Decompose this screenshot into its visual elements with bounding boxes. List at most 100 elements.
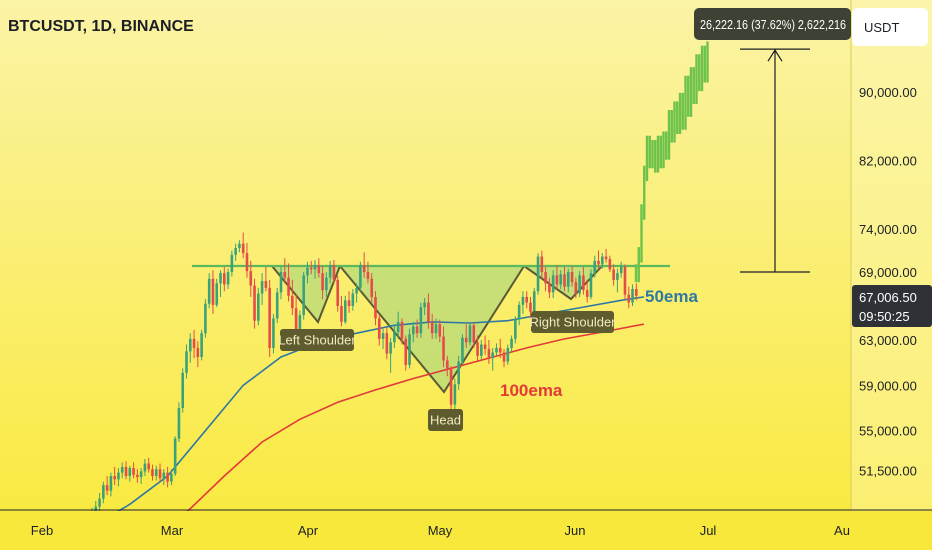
candle[interactable] xyxy=(582,266,585,295)
candle[interactable] xyxy=(570,266,574,287)
candle[interactable] xyxy=(226,268,230,289)
candle[interactable] xyxy=(162,469,166,486)
candle[interactable] xyxy=(480,340,483,360)
candle[interactable] xyxy=(563,266,566,292)
candle[interactable] xyxy=(464,324,468,348)
candle[interactable] xyxy=(113,466,116,486)
candle[interactable] xyxy=(287,263,290,302)
candle[interactable] xyxy=(566,268,570,293)
candle[interactable] xyxy=(102,481,105,504)
current-price-tag[interactable] xyxy=(852,285,932,327)
candle[interactable] xyxy=(536,253,540,295)
candle[interactable] xyxy=(366,261,370,284)
currency-button[interactable] xyxy=(852,8,928,46)
candle[interactable] xyxy=(245,242,249,278)
candle[interactable] xyxy=(619,261,623,278)
candle[interactable] xyxy=(355,283,358,303)
candle[interactable] xyxy=(328,260,332,284)
candle[interactable] xyxy=(532,287,536,316)
candle[interactable] xyxy=(449,366,453,413)
candle[interactable] xyxy=(139,468,143,484)
candle[interactable] xyxy=(362,252,366,278)
candle[interactable] xyxy=(559,270,563,289)
candle[interactable] xyxy=(200,329,203,361)
candle[interactable] xyxy=(192,329,196,359)
candle[interactable] xyxy=(631,284,634,306)
candle[interactable] xyxy=(177,402,181,442)
candle[interactable] xyxy=(529,296,532,319)
candle[interactable] xyxy=(128,465,132,482)
candle[interactable] xyxy=(396,311,400,339)
candle[interactable] xyxy=(309,260,313,275)
candle[interactable] xyxy=(412,321,415,343)
candle[interactable] xyxy=(132,462,135,479)
candle[interactable] xyxy=(585,279,589,303)
candle[interactable] xyxy=(306,261,309,284)
candle[interactable] xyxy=(415,319,419,338)
candle[interactable] xyxy=(124,461,128,480)
candle[interactable] xyxy=(593,255,597,278)
candle[interactable] xyxy=(98,493,101,513)
candle[interactable] xyxy=(347,291,351,313)
candle[interactable] xyxy=(215,278,219,308)
candle[interactable] xyxy=(442,326,445,368)
candle[interactable] xyxy=(506,344,510,365)
candle[interactable] xyxy=(404,335,408,371)
candle[interactable] xyxy=(185,344,188,379)
candle[interactable] xyxy=(158,463,162,483)
candle[interactable] xyxy=(253,278,256,329)
candle[interactable] xyxy=(446,355,449,377)
candle[interactable] xyxy=(483,335,487,355)
candle[interactable] xyxy=(604,248,608,263)
candle[interactable] xyxy=(317,258,321,278)
candle[interactable] xyxy=(321,266,324,300)
candle[interactable] xyxy=(241,232,245,259)
candle[interactable] xyxy=(574,277,578,299)
candle[interactable] xyxy=(381,328,385,350)
candle[interactable] xyxy=(302,272,305,320)
candle[interactable] xyxy=(370,273,374,303)
candle[interactable] xyxy=(393,325,396,348)
candle[interactable] xyxy=(457,355,460,390)
candle[interactable] xyxy=(340,295,343,327)
candle[interactable] xyxy=(313,260,317,279)
candle[interactable] xyxy=(608,255,612,272)
candle[interactable] xyxy=(472,321,476,348)
candle[interactable] xyxy=(589,269,593,300)
candle[interactable] xyxy=(419,302,423,338)
candle[interactable] xyxy=(147,457,150,473)
candle[interactable] xyxy=(544,266,547,292)
candle[interactable] xyxy=(627,286,631,309)
candle[interactable] xyxy=(154,465,158,481)
candle[interactable] xyxy=(351,289,355,311)
candle[interactable] xyxy=(196,341,200,368)
candle[interactable] xyxy=(597,250,600,270)
candle[interactable] xyxy=(275,287,279,323)
candle[interactable] xyxy=(283,258,287,284)
candle[interactable] xyxy=(279,266,283,300)
candle[interactable] xyxy=(238,240,241,253)
candle[interactable] xyxy=(332,260,336,284)
candle[interactable] xyxy=(510,335,513,353)
candle[interactable] xyxy=(623,264,627,300)
candle[interactable] xyxy=(272,313,275,354)
candle[interactable] xyxy=(234,243,237,261)
candle[interactable] xyxy=(468,321,472,346)
candle[interactable] xyxy=(430,313,434,339)
candle[interactable] xyxy=(434,318,438,339)
candle[interactable] xyxy=(578,271,581,297)
candle[interactable] xyxy=(601,253,604,269)
candle[interactable] xyxy=(188,333,192,363)
candle[interactable] xyxy=(219,270,222,297)
candle[interactable] xyxy=(491,347,494,371)
candle[interactable] xyxy=(359,261,362,292)
candle[interactable] xyxy=(635,283,638,301)
candle[interactable] xyxy=(525,291,528,309)
candle[interactable] xyxy=(264,266,268,292)
candle[interactable] xyxy=(257,287,260,326)
candle[interactable] xyxy=(207,273,211,309)
candle[interactable] xyxy=(143,459,147,476)
candle[interactable] xyxy=(389,337,392,373)
